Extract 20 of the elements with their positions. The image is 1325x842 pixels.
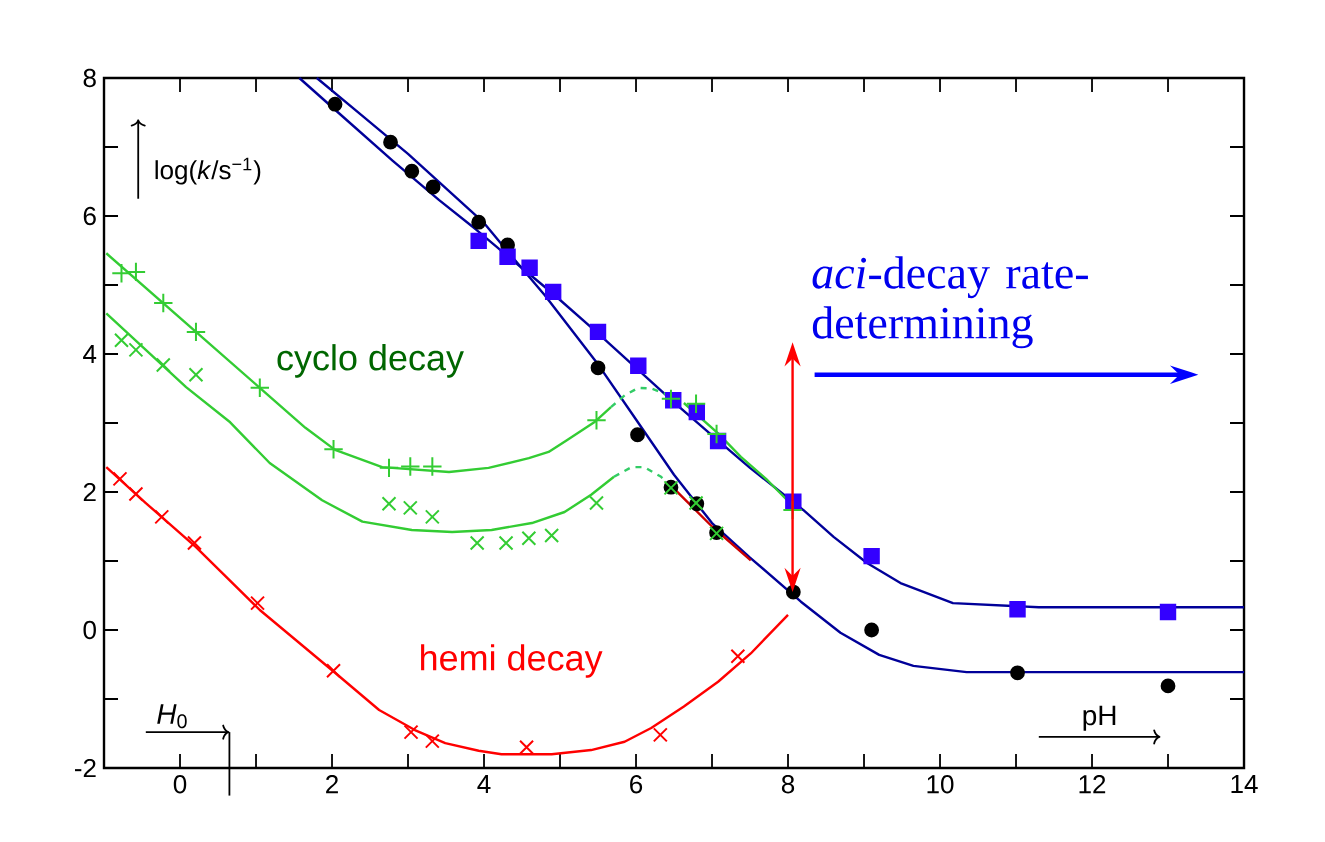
- x-tick-label: 2: [326, 775, 338, 794]
- annotation: H$_{0}$: [157, 704, 187, 729]
- y-tick-label: -2: [74, 758, 96, 778]
- x-axis-title: pH: [1083, 705, 1116, 731]
- y-tick-label: 8: [83, 68, 96, 88]
- x-tick-label: 4: [477, 775, 491, 793]
- x-tick-label: 14: [1231, 775, 1258, 793]
- y-tick-label: 6: [83, 206, 96, 226]
- annotation: hemi decay: [421, 644, 603, 678]
- annotation: cyclo decay: [277, 344, 464, 378]
- annotation: aci-decay rate-determining: [812, 256, 1088, 349]
- x-tick-label: 10: [927, 775, 954, 794]
- x-tick-label: 0: [173, 775, 187, 794]
- y-tick-label: 2: [83, 482, 96, 502]
- x-tick-label: 6: [630, 775, 643, 794]
- x-tick-label: 8: [781, 775, 795, 794]
- x-tick-label: 12: [1079, 775, 1106, 794]
- y-axis-title: log(k/s$^{−1}$): [155, 157, 261, 185]
- y-tick-label: 4: [83, 345, 97, 363]
- y-tick-label: 0: [83, 620, 96, 640]
